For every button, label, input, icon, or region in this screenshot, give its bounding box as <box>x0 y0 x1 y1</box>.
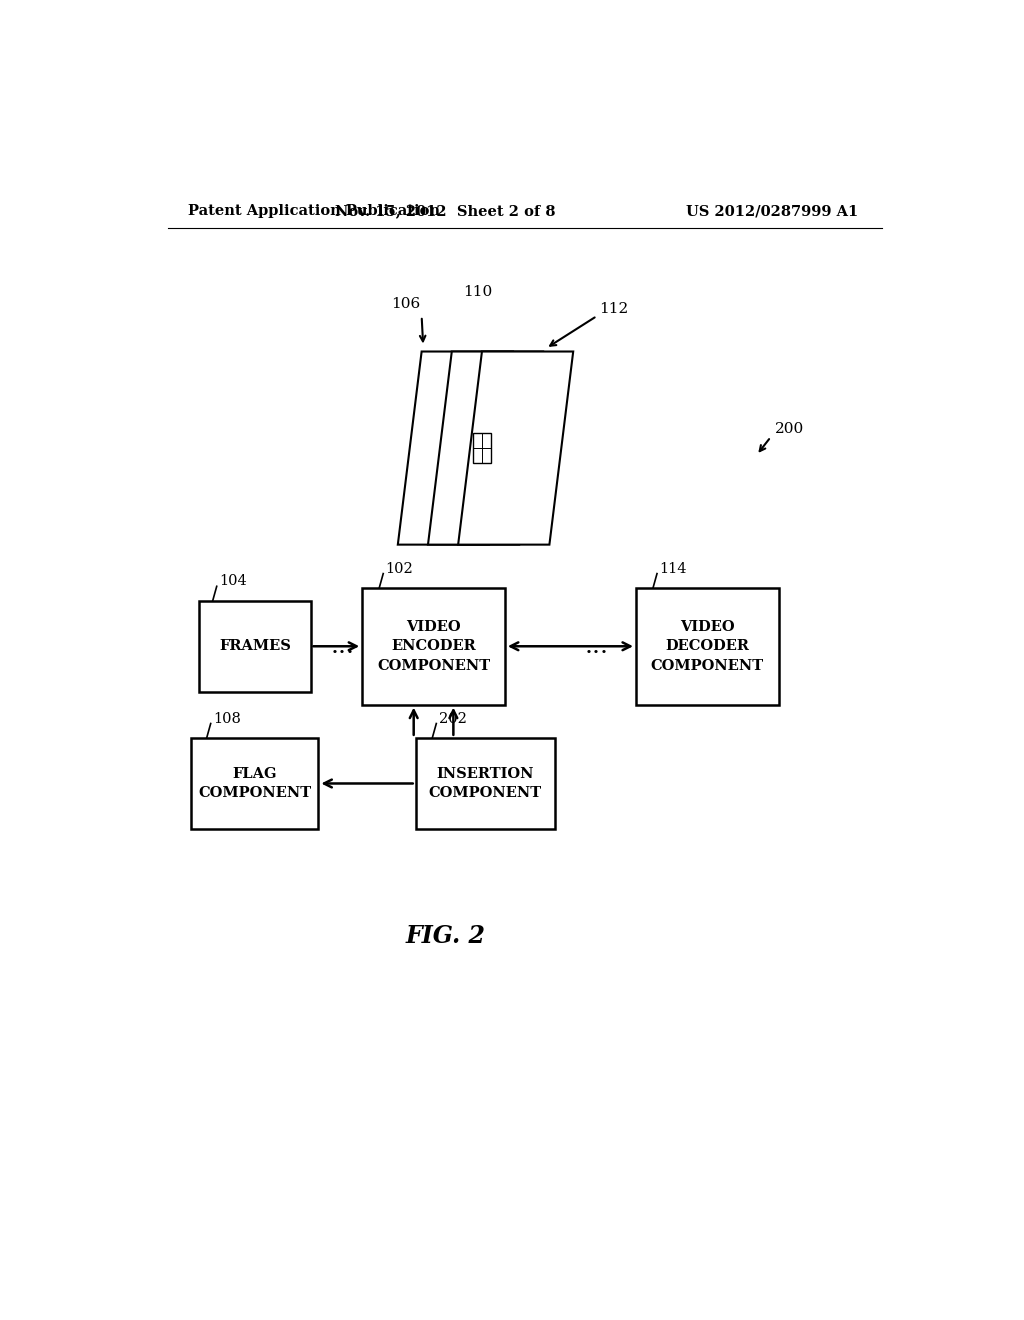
Text: 200: 200 <box>775 422 804 436</box>
FancyBboxPatch shape <box>200 601 310 692</box>
Text: 106: 106 <box>391 297 420 310</box>
FancyBboxPatch shape <box>191 738 318 829</box>
FancyBboxPatch shape <box>362 587 505 705</box>
Text: 102: 102 <box>386 561 414 576</box>
Text: VIDEO
ENCODER
COMPONENT: VIDEO ENCODER COMPONENT <box>377 620 490 673</box>
Text: ...: ... <box>585 635 608 657</box>
Bar <box>473 433 490 463</box>
Text: US 2012/0287999 A1: US 2012/0287999 A1 <box>686 205 858 218</box>
FancyBboxPatch shape <box>416 738 555 829</box>
Text: FRAMES: FRAMES <box>219 639 291 653</box>
Text: 104: 104 <box>219 574 247 589</box>
Text: Patent Application Publication: Patent Application Publication <box>187 205 439 218</box>
Text: INSERTION
COMPONENT: INSERTION COMPONENT <box>429 767 542 800</box>
Polygon shape <box>428 351 543 545</box>
Polygon shape <box>397 351 513 545</box>
Text: VIDEO
DECODER
COMPONENT: VIDEO DECODER COMPONENT <box>651 620 764 673</box>
Text: 108: 108 <box>213 711 241 726</box>
Text: 202: 202 <box>438 711 467 726</box>
Text: Nov. 15, 2012  Sheet 2 of 8: Nov. 15, 2012 Sheet 2 of 8 <box>335 205 556 218</box>
FancyBboxPatch shape <box>636 587 779 705</box>
Polygon shape <box>458 351 573 545</box>
Text: 110: 110 <box>463 285 493 298</box>
Text: ...: ... <box>331 635 354 657</box>
Text: FIG. 2: FIG. 2 <box>406 924 485 948</box>
Text: FLAG
COMPONENT: FLAG COMPONENT <box>199 767 311 800</box>
Text: 112: 112 <box>599 302 629 315</box>
Text: 114: 114 <box>659 561 687 576</box>
